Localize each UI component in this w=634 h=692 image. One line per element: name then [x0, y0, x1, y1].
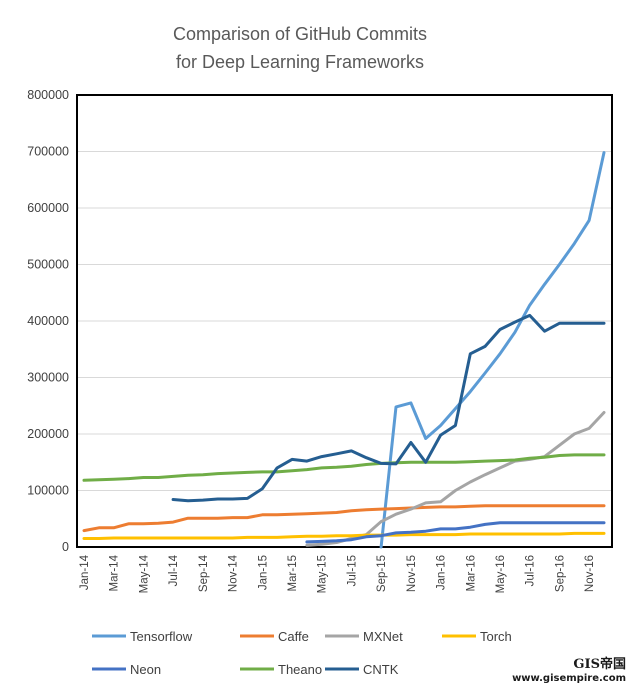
x-tick-label: Nov-15 [406, 555, 418, 592]
legend-label: CNTK [363, 662, 399, 677]
x-axis: Jan-14 Mar-14 May-14 Jul-14 Sep-14 Nov-14 Jan-… [79, 554, 596, 593]
series-line-tensorflow [379, 151, 606, 549]
x-tick-label: Sep-16 [554, 555, 566, 592]
x-tick-label: Sep-14 [198, 554, 210, 592]
y-axis: 0 100000 200000 300000 400000 500000 600000 700… [27, 88, 69, 554]
legend-label: Tensorflow [130, 629, 193, 644]
legend-label: MXNet [363, 629, 403, 644]
series-line-torch [82, 531, 606, 540]
y-tick-label: 500000 [27, 258, 69, 272]
series-lines [82, 151, 606, 549]
x-tick-label: Jul-16 [525, 555, 537, 586]
x-tick-label: May-14 [138, 554, 150, 593]
gridlines [77, 151, 612, 491]
x-tick-label: May-16 [495, 555, 507, 593]
x-tick-label: May-15 [317, 555, 329, 593]
x-tick-label: Jan-16 [436, 555, 448, 590]
x-tick-label: Nov-16 [584, 555, 596, 592]
x-tick-label: Nov-14 [228, 554, 240, 592]
x-tick-label: Jul-14 [168, 554, 180, 586]
x-tick-label: Mar-14 [109, 554, 121, 591]
series-line-caffe [82, 504, 606, 533]
x-tick-label: Jul-15 [346, 555, 358, 586]
chart-title: Comparison of GitHub Commits [172, 24, 428, 44]
y-tick-label: 300000 [27, 371, 69, 385]
y-tick-label: 0 [62, 540, 69, 554]
watermark-logo: GIS帝国 [573, 657, 626, 672]
plot-area-border [76, 94, 613, 548]
x-tick-label: Jan-15 [257, 555, 269, 590]
x-tick-label: Sep-15 [376, 555, 388, 592]
y-tick-label: 400000 [27, 314, 69, 328]
legend-label: Caffe [278, 629, 309, 644]
chart-title-block: Comparison of GitHub Commits for Deep Le… [0, 20, 600, 76]
y-tick-label: 700000 [27, 145, 69, 159]
y-tick-label: 800000 [27, 88, 69, 102]
x-tick-label: Mar-16 [465, 555, 477, 591]
series-line-neon [305, 521, 606, 544]
watermark-url: www.gisempire.com [512, 673, 626, 684]
legend: Tensorflow Caffe MXNet Torch Neon Theano CNTK [92, 629, 512, 677]
x-tick-label: Jan-14 [79, 554, 91, 590]
series-line-cntk [171, 313, 606, 503]
y-tick-label: 600000 [27, 201, 69, 215]
legend-label: Theano [278, 662, 322, 677]
watermark: GIS帝国 www.gisempire.com [512, 658, 626, 686]
series-line-mxnet [305, 411, 606, 547]
legend-label: Torch [480, 629, 512, 644]
legend-label: Neon [130, 662, 161, 677]
series-line-theano [82, 453, 606, 482]
chart-subtitle: for Deep Learning Frameworks [175, 52, 425, 72]
y-tick-label: 100000 [27, 484, 69, 498]
y-tick-label: 200000 [27, 427, 69, 441]
x-tick-label: Mar-15 [287, 555, 299, 591]
